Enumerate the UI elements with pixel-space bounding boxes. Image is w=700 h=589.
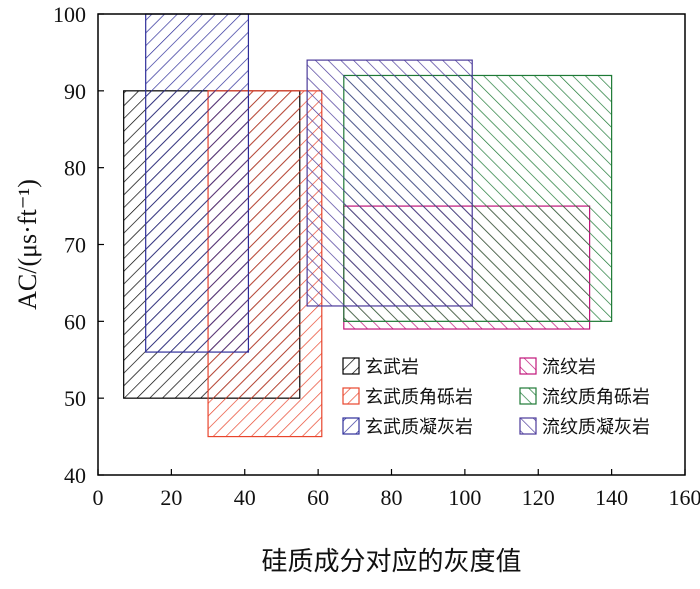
x-tick-label: 0 bbox=[93, 485, 104, 510]
x-tick-label: 120 bbox=[522, 485, 555, 510]
legend-item: 流纹质角砾岩 bbox=[520, 387, 650, 407]
legend-label: 玄武质角砾岩 bbox=[365, 387, 473, 407]
y-tick-label: 60 bbox=[64, 309, 86, 334]
legend-item: 玄武质角砾岩 bbox=[343, 387, 473, 407]
legend-swatch bbox=[520, 418, 536, 434]
x-tick-label: 80 bbox=[381, 485, 403, 510]
y-tick-label: 90 bbox=[64, 79, 86, 104]
legend-item: 流纹岩 bbox=[520, 357, 596, 377]
y-tick-label: 80 bbox=[64, 156, 86, 181]
y-tick-label: 100 bbox=[53, 2, 86, 27]
range-rect-6 bbox=[307, 60, 472, 306]
legend-label: 玄武质凝灰岩 bbox=[365, 417, 473, 437]
legend-label: 流纹质角砾岩 bbox=[542, 387, 650, 407]
x-tick-label: 60 bbox=[307, 485, 329, 510]
x-tick-label: 40 bbox=[234, 485, 256, 510]
y-tick-label: 40 bbox=[64, 463, 86, 488]
y-tick-label: 70 bbox=[64, 233, 86, 258]
legend-swatch bbox=[520, 358, 536, 374]
legend-swatch bbox=[343, 418, 359, 434]
legend-item: 流纹质凝灰岩 bbox=[520, 417, 650, 437]
legend-swatch bbox=[343, 358, 359, 374]
legend-swatch bbox=[520, 388, 536, 404]
legend-label: 玄武岩 bbox=[365, 357, 419, 377]
legend-item: 玄武岩 bbox=[343, 357, 419, 377]
legend-item: 玄武质凝灰岩 bbox=[343, 417, 473, 437]
legend-label: 流纹质凝灰岩 bbox=[542, 417, 650, 437]
legend-swatch bbox=[343, 388, 359, 404]
legend-label: 流纹岩 bbox=[542, 357, 596, 377]
x-tick-label: 160 bbox=[669, 485, 700, 510]
x-axis-title: 硅质成分对应的灰度值 bbox=[261, 547, 521, 576]
y-tick-label: 50 bbox=[64, 386, 86, 411]
x-tick-label: 100 bbox=[448, 485, 481, 510]
y-axis-title: AC/(μs·ft⁻¹) bbox=[13, 179, 42, 310]
x-tick-label: 20 bbox=[160, 485, 182, 510]
range-rect-3 bbox=[146, 14, 249, 352]
x-tick-label: 140 bbox=[595, 485, 628, 510]
